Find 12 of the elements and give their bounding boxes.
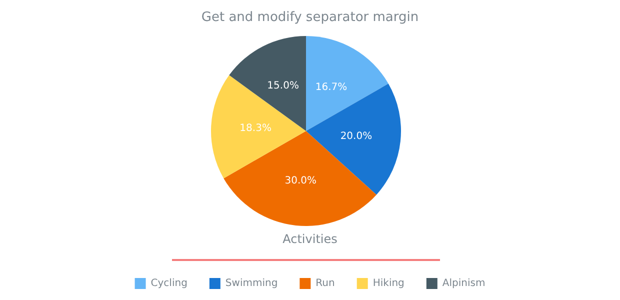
data-label: 16.7% [315,82,348,93]
legend-label: Hiking [372,278,404,289]
legend-label: Alpinism [442,278,486,289]
data-label: 15.0% [267,80,299,92]
legend-label: Cycling [150,278,188,289]
legend-label: Run [316,278,335,289]
legend-title: Activities [282,232,338,246]
data-label: 30.0% [284,176,317,187]
chart-title: Get and modify separator margin [201,10,419,25]
data-label: 18.3% [240,122,272,134]
data-label: 20.0% [340,130,372,142]
legend-label: Swimming [225,278,278,289]
